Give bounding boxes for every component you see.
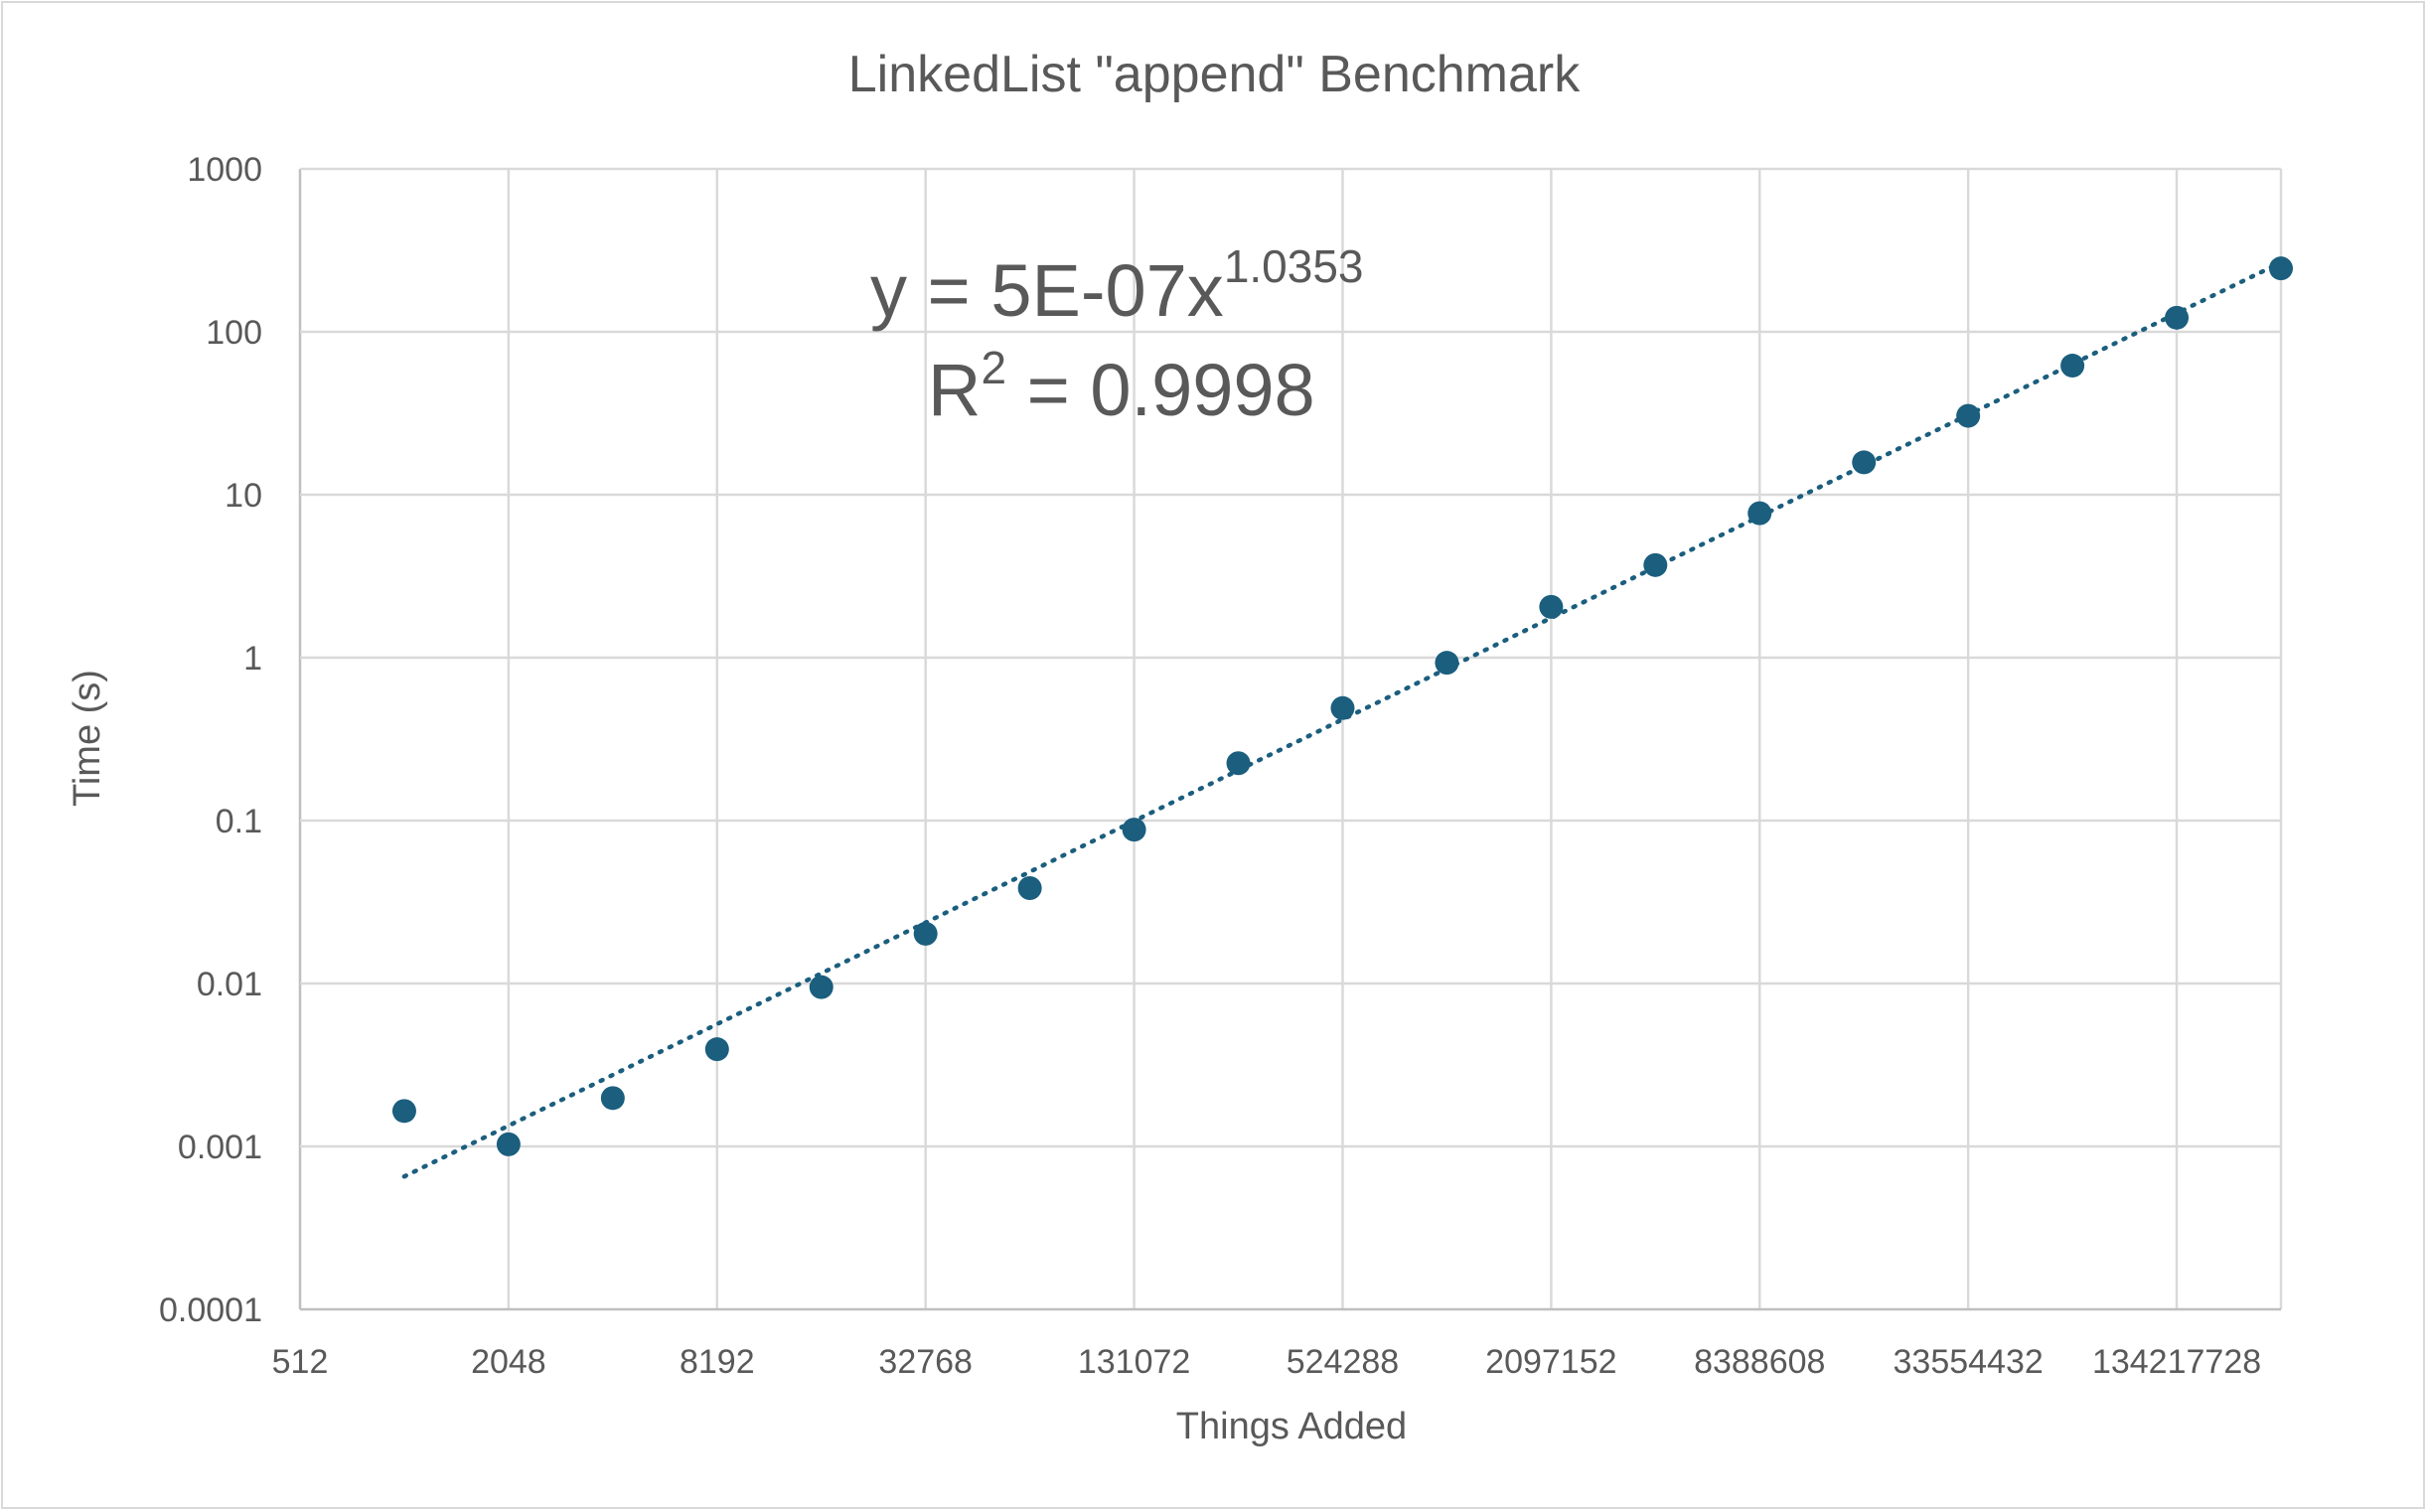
data-point	[809, 975, 834, 999]
r-squared-r: R	[928, 349, 981, 431]
x-axis-title: Things Added	[1176, 1406, 1407, 1447]
y-tick-label: 0.1	[216, 803, 262, 840]
y-tick-label: 0.0001	[159, 1291, 262, 1329]
y-tick-label: 1000	[187, 151, 262, 189]
data-point	[1226, 751, 1251, 776]
x-tick-label: 524288	[1287, 1343, 1399, 1381]
data-point	[1122, 818, 1146, 842]
data-point	[1330, 695, 1355, 720]
data-point	[1852, 450, 1877, 475]
data-point	[913, 921, 938, 946]
data-point	[2165, 305, 2190, 330]
y-tick-label: 100	[206, 314, 262, 352]
y-tick-labels: 1000 100 10 1 0.1 0.01 0.001 0.0001	[159, 151, 262, 1329]
x-tick-label: 131072	[1078, 1343, 1190, 1381]
data-point	[1956, 403, 1981, 428]
x-tick-label: 32768	[878, 1343, 973, 1381]
data-point	[1643, 552, 1668, 577]
x-tick-label: 512	[272, 1343, 329, 1381]
chart-title: LinkedList "append" Benchmark	[848, 46, 1581, 103]
trendline-equation: y = 5E-07x1.0353	[870, 240, 1364, 332]
data-point	[2060, 354, 2085, 378]
gridlines	[298, 167, 2283, 1311]
data-point	[1747, 501, 1772, 526]
y-tick-label: 0.001	[178, 1129, 262, 1166]
x-tick-label: 134217728	[2092, 1343, 2261, 1381]
y-tick-label: 0.01	[197, 966, 262, 1003]
data-point	[2269, 256, 2293, 281]
r-squared-value: = 0.9998	[1006, 349, 1315, 431]
equation-exponent: 1.0353	[1224, 240, 1364, 292]
y-tick-label: 10	[225, 477, 262, 515]
data-point	[600, 1086, 625, 1111]
data-point	[391, 1099, 416, 1124]
data-point	[704, 1037, 729, 1062]
r-squared-superscript: 2	[981, 342, 1006, 393]
equation-main: y = 5E-07x	[870, 249, 1224, 332]
data-points	[391, 256, 2293, 1156]
x-tick-label: 2048	[471, 1343, 546, 1381]
x-tick-label: 2097152	[1485, 1343, 1616, 1381]
y-axis-title: Time (s)	[67, 670, 108, 807]
x-tick-label: 8388608	[1694, 1343, 1825, 1381]
data-point	[1017, 875, 1042, 900]
data-point	[1435, 651, 1459, 676]
data-point	[1539, 594, 1564, 619]
x-tick-label: 8192	[680, 1343, 755, 1381]
data-point	[496, 1132, 521, 1156]
x-tick-label: 33554432	[1894, 1343, 2044, 1381]
y-tick-label: 1	[243, 640, 262, 678]
x-tick-labels: 512 2048 8192 32768 131072 524288 2097152 83886…	[272, 1343, 2262, 1381]
r-squared: R2 = 0.9998	[928, 342, 1315, 431]
